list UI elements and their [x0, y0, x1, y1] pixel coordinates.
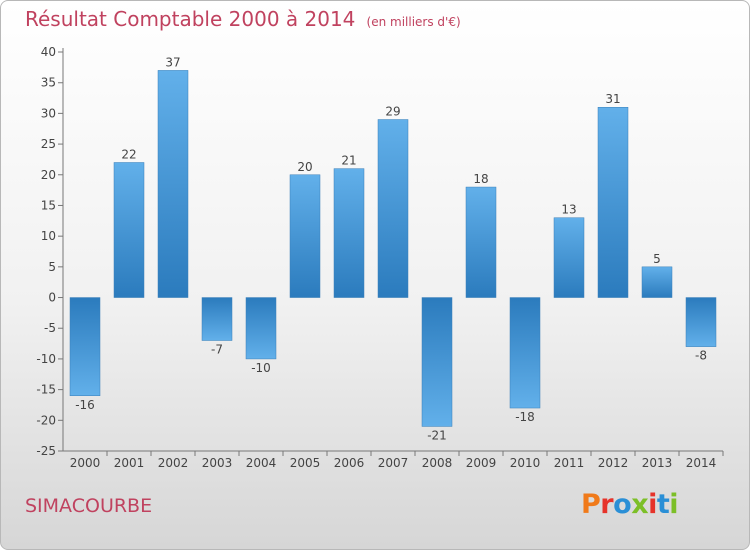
- logo-letter: i: [669, 489, 679, 520]
- x-tick-label: 2002: [158, 456, 189, 470]
- data-label: 21: [341, 154, 356, 168]
- bar: [597, 106, 629, 298]
- y-tick-label: 25: [41, 137, 56, 151]
- y-tick-label: 15: [41, 198, 56, 212]
- y-tick-label: 10: [41, 229, 56, 243]
- logo-letter: o: [613, 489, 632, 520]
- bar: [201, 297, 233, 341]
- y-tick-label: 40: [41, 45, 56, 59]
- bar: [113, 162, 145, 298]
- chart-title: Résultat Comptable 2000 à 2014 (en milli…: [25, 7, 461, 31]
- logo-letter: t: [656, 489, 670, 520]
- data-label: 13: [561, 203, 576, 217]
- data-label: -18: [515, 410, 535, 424]
- data-label: 37: [165, 55, 180, 69]
- y-tick-label: -5: [44, 321, 56, 335]
- x-tick-label: 2009: [466, 456, 497, 470]
- y-tick-label: -15: [36, 383, 56, 397]
- bar: [641, 266, 673, 298]
- x-tick-label: 2012: [598, 456, 629, 470]
- data-label: 22: [121, 147, 136, 161]
- logo-letter: x: [631, 489, 649, 520]
- x-tick-label: 2011: [554, 456, 585, 470]
- x-tick-label: 2004: [246, 456, 277, 470]
- bar: [157, 70, 189, 298]
- y-tick-label: 5: [48, 260, 56, 274]
- bar: [509, 297, 541, 409]
- x-tick-label: 2006: [334, 456, 365, 470]
- x-tick-label: 2008: [422, 456, 453, 470]
- proxiti-logo: Proxiti: [581, 489, 679, 520]
- data-label: -7: [211, 343, 223, 357]
- data-label: -16: [75, 398, 95, 412]
- x-tick-label: 2000: [70, 456, 101, 470]
- bar: [377, 119, 409, 298]
- y-tick-label: 20: [41, 168, 56, 182]
- bar: [333, 168, 365, 298]
- data-label: 29: [385, 105, 400, 119]
- bar: [685, 297, 717, 347]
- y-tick-label: 30: [41, 106, 56, 120]
- bar: [289, 174, 321, 298]
- data-label: 5: [653, 252, 661, 266]
- logo-letter: r: [600, 489, 614, 520]
- x-tick-label: 2005: [290, 456, 321, 470]
- logo-letter: P: [581, 489, 601, 520]
- x-tick-label: 2014: [686, 456, 717, 470]
- data-label: 31: [605, 92, 620, 106]
- bar: [421, 297, 453, 427]
- x-tick-label: 2010: [510, 456, 541, 470]
- bar: [465, 186, 497, 298]
- data-label: 18: [473, 172, 488, 186]
- data-label: -8: [695, 349, 707, 363]
- title-unit: (en milliers d'€): [366, 15, 461, 29]
- bar: [69, 297, 101, 397]
- bar: [245, 297, 277, 360]
- data-label: -21: [427, 428, 447, 442]
- commune-name: SIMACOURBE: [25, 495, 153, 517]
- data-label: 20: [297, 160, 312, 174]
- bar: [553, 217, 585, 298]
- logo-letter: i: [648, 489, 657, 520]
- x-tick-label: 2001: [114, 456, 145, 470]
- y-tick-label: 35: [41, 76, 56, 90]
- title-main: Résultat Comptable 2000 à 2014: [25, 7, 356, 31]
- data-label: -10: [251, 361, 271, 375]
- x-tick-label: 2013: [642, 456, 673, 470]
- y-tick-label: 0: [48, 291, 56, 305]
- y-tick-label: -25: [36, 444, 56, 458]
- x-tick-label: 2007: [378, 456, 409, 470]
- y-tick-label: -20: [36, 413, 56, 427]
- x-tick-label: 2003: [202, 456, 233, 470]
- y-tick-label: -10: [36, 352, 56, 366]
